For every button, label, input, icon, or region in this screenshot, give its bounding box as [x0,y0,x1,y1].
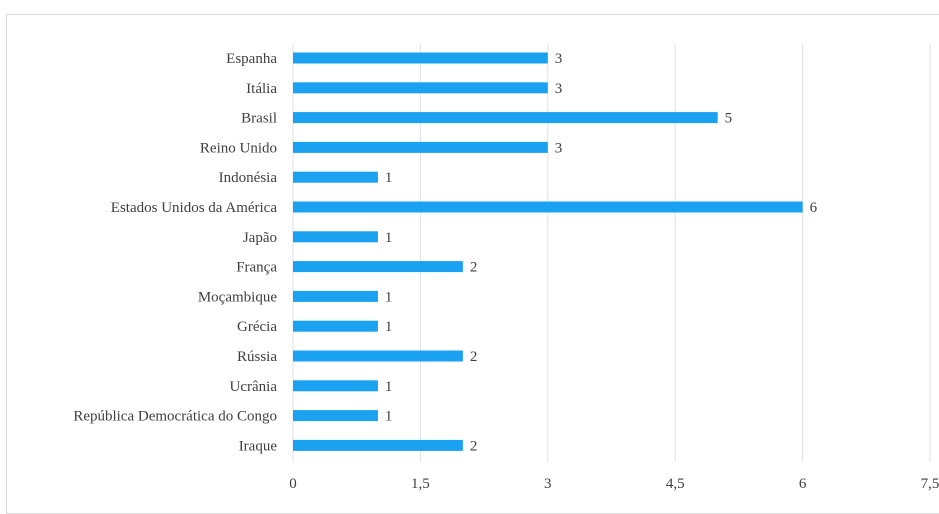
data-label: 1 [385,170,393,186]
data-label: 1 [385,379,393,395]
bar [293,201,803,213]
category-label: Reino Unido [200,140,277,156]
category-label: Rússia [237,349,277,365]
bar [293,112,718,124]
category-label: Japão [243,230,277,246]
bar [293,290,378,302]
data-label: 3 [555,140,563,156]
bar [293,261,463,273]
category-labels: Espanha Itália Brasil Reino Unido Indonésia E… [73,51,277,454]
bar [293,231,378,243]
category-label: Indonésia [219,170,278,186]
bar [293,439,463,451]
data-label: 1 [385,319,393,335]
x-tick-label: 6 [799,476,807,492]
chart-frame [6,14,939,514]
gridlines [292,44,931,462]
bar [293,52,548,64]
data-label: 3 [555,81,563,97]
category-label: Grécia [237,319,277,335]
bar [293,171,378,183]
category-label: Moçambique [198,289,277,305]
bar [293,350,463,362]
data-label: 6 [810,200,818,216]
bar [293,82,548,94]
x-tick-label: 3 [544,476,552,492]
x-tick-label: 1,5 [411,476,430,492]
data-label: 2 [470,260,478,276]
data-label: 1 [385,289,393,305]
bar [293,410,378,422]
data-label: 1 [385,409,393,425]
category-label: Espanha [226,51,277,67]
category-label: Brasil [241,111,277,127]
category-label: Iraque [239,438,278,454]
bar [293,141,548,153]
category-label: República Democrática do Congo [73,409,277,425]
category-label: França [236,260,277,276]
category-label: Itália [246,81,277,97]
category-label: Estados Unidos da América [111,200,278,216]
data-label: 5 [725,111,733,127]
data-label: 2 [470,349,478,365]
horizontal-bar-chart: Espanha Itália Brasil Reino Unido Indonésia E… [73,44,939,492]
data-label: 1 [385,230,393,246]
bars [293,52,803,451]
data-labels: 3 3 5 3 1 6 1 2 1 1 2 1 1 2 [385,51,818,454]
x-axis-tick-labels: 0 1,5 3 4,5 6 7,5 [289,476,939,492]
bar [293,320,378,332]
data-label: 2 [470,438,478,454]
bar [293,380,378,392]
x-tick-label: 0 [289,476,297,492]
data-label: 3 [555,51,563,67]
x-tick-label: 7,5 [921,476,939,492]
x-tick-label: 4,5 [666,476,685,492]
category-label: Ucrânia [230,379,278,395]
